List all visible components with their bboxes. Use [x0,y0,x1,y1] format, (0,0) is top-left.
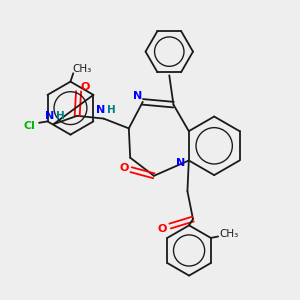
Text: O: O [119,163,129,173]
Text: Cl: Cl [23,121,35,131]
Text: H: H [107,105,116,115]
Text: O: O [81,82,90,92]
Text: H: H [56,111,65,121]
Text: N: N [176,158,185,168]
Text: CH₃: CH₃ [220,229,239,239]
Text: CH₃: CH₃ [73,64,92,74]
Text: O: O [158,224,167,234]
Text: N: N [96,105,105,115]
Text: N: N [45,111,54,121]
Text: N: N [133,91,142,101]
